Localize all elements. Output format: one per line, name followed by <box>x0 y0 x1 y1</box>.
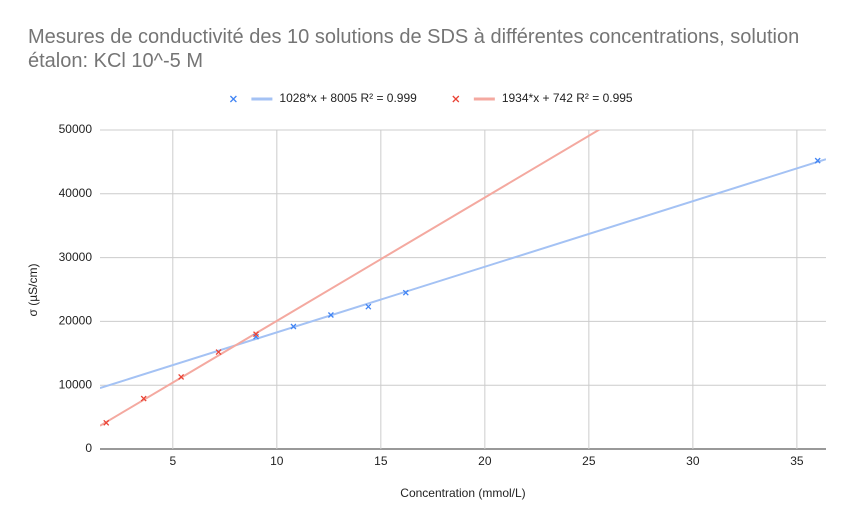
legend-marker <box>452 95 460 103</box>
x-tick-label: 25 <box>582 454 596 468</box>
data-point <box>365 303 372 310</box>
data-point <box>327 312 334 318</box>
trendline <box>100 130 601 427</box>
x-axis-label: Concentration (mmol/L) <box>400 486 525 500</box>
y-axis-label: σ (µS/cm) <box>26 264 40 317</box>
data-point <box>402 289 409 296</box>
data-point <box>814 157 821 164</box>
legend-marker <box>229 95 237 103</box>
y-tick-label: 0 <box>85 441 92 455</box>
y-tick-label: 30000 <box>59 250 93 264</box>
x-tick-label: 35 <box>790 454 804 468</box>
x-tick-label: 15 <box>374 454 388 468</box>
data-point <box>253 331 259 338</box>
plot-area <box>100 130 826 427</box>
data-point <box>140 395 147 402</box>
y-tick-label: 50000 <box>59 122 93 136</box>
data-point <box>178 373 185 380</box>
y-tick-label: 20000 <box>59 314 93 328</box>
x-tick-label: 20 <box>478 454 492 468</box>
data-point <box>103 419 110 426</box>
legend-item: 1028*x + 8005 R² = 0.999 <box>229 91 417 105</box>
data-point <box>290 323 297 330</box>
legend-item: 1934*x + 742 R² = 0.995 <box>452 91 633 105</box>
data-point <box>215 349 222 355</box>
legend-label: 1934*x + 742 R² = 0.995 <box>502 91 633 105</box>
x-tick-label: 30 <box>686 454 700 468</box>
legend-label: 1028*x + 8005 R² = 0.999 <box>279 91 417 105</box>
y-tick-label: 40000 <box>59 186 93 200</box>
y-tick-label: 10000 <box>59 377 93 391</box>
x-tick-label: 5 <box>169 454 176 468</box>
x-tick-label: 10 <box>270 454 284 468</box>
chart-title: Mesures de conductivité des 10 solutions… <box>28 26 800 72</box>
